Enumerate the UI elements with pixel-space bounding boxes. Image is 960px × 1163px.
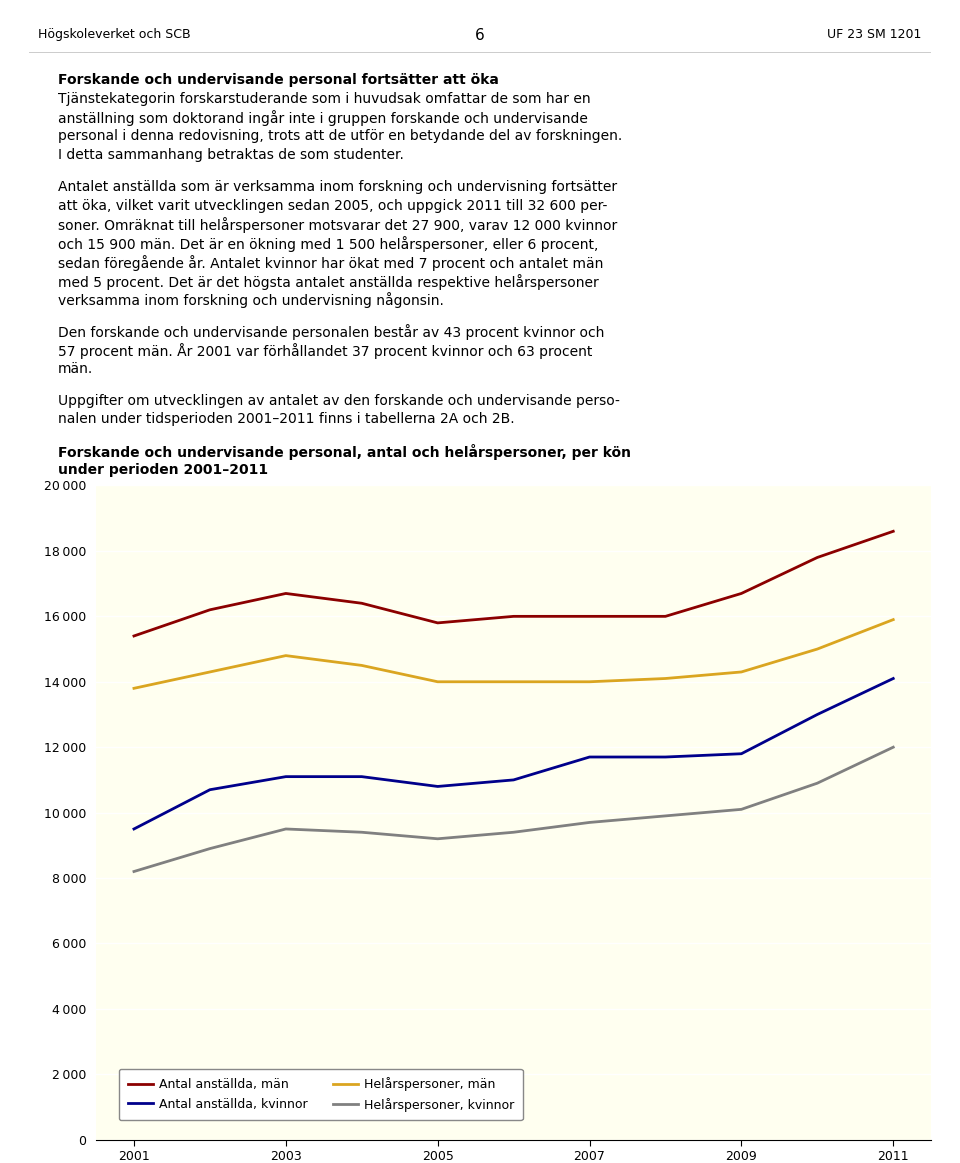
Text: Forskande och undervisande personal, antal och helårspersoner, per kön: Forskande och undervisande personal, ant… xyxy=(58,444,631,461)
Text: att öka, vilket varit utvecklingen sedan 2005, och uppgick 2011 till 32 600 per-: att öka, vilket varit utvecklingen sedan… xyxy=(58,199,607,213)
Text: nalen under tidsperioden 2001–2011 finns i tabellerna 2A och 2B.: nalen under tidsperioden 2001–2011 finns… xyxy=(58,413,515,427)
Text: Forskande och undervisande personal fortsätter att öka: Forskande och undervisande personal fort… xyxy=(58,73,498,87)
Text: med 5 procent. Det är det högsta antalet anställda respektive helårspersoner: med 5 procent. Det är det högsta antalet… xyxy=(58,273,598,290)
Text: under perioden 2001–2011: under perioden 2001–2011 xyxy=(58,463,268,477)
Text: I detta sammanhang betraktas de som studenter.: I detta sammanhang betraktas de som stud… xyxy=(58,148,403,162)
Text: Högskoleverket och SCB: Högskoleverket och SCB xyxy=(38,28,191,41)
Text: Uppgifter om utvecklingen av antalet av den forskande och undervisande perso-: Uppgifter om utvecklingen av antalet av … xyxy=(58,393,619,407)
Text: Antalet anställda som är verksamma inom forskning och undervisning fortsätter: Antalet anställda som är verksamma inom … xyxy=(58,180,616,194)
Text: verksamma inom forskning och undervisning någonsin.: verksamma inom forskning och undervisnin… xyxy=(58,292,444,308)
Text: Tjänstekategorin forskarstuderande som i huvudsak omfattar de som har en: Tjänstekategorin forskarstuderande som i… xyxy=(58,92,590,106)
Text: UF 23 SM 1201: UF 23 SM 1201 xyxy=(828,28,922,41)
Text: personal i denna redovisning, trots att de utför en betydande del av forskningen: personal i denna redovisning, trots att … xyxy=(58,129,622,143)
Text: anställning som doktorand ingår inte i gruppen forskande och undervisande: anställning som doktorand ingår inte i g… xyxy=(58,110,588,127)
Text: 57 procent män. År 2001 var förhållandet 37 procent kvinnor och 63 procent: 57 procent män. År 2001 var förhållandet… xyxy=(58,343,592,359)
Text: sedan föregående år. Antalet kvinnor har ökat med 7 procent och antalet män: sedan föregående år. Antalet kvinnor har… xyxy=(58,255,603,271)
Text: män.: män. xyxy=(58,362,93,376)
Text: soner. Omräknat till helårspersoner motsvarar det 27 900, varav 12 000 kvinnor: soner. Omräknat till helårspersoner mots… xyxy=(58,217,617,234)
Text: 6: 6 xyxy=(475,28,485,43)
Text: Den forskande och undervisande personalen består av 43 procent kvinnor och: Den forskande och undervisande personale… xyxy=(58,324,604,341)
Text: och 15 900 män. Det är en ökning med 1 500 helårspersoner, eller 6 procent,: och 15 900 män. Det är en ökning med 1 5… xyxy=(58,236,598,252)
Legend: Antal anställda, män, Antal anställda, kvinnor, Helårspersoner, män, Helårsperso: Antal anställda, män, Antal anställda, k… xyxy=(119,1069,523,1120)
